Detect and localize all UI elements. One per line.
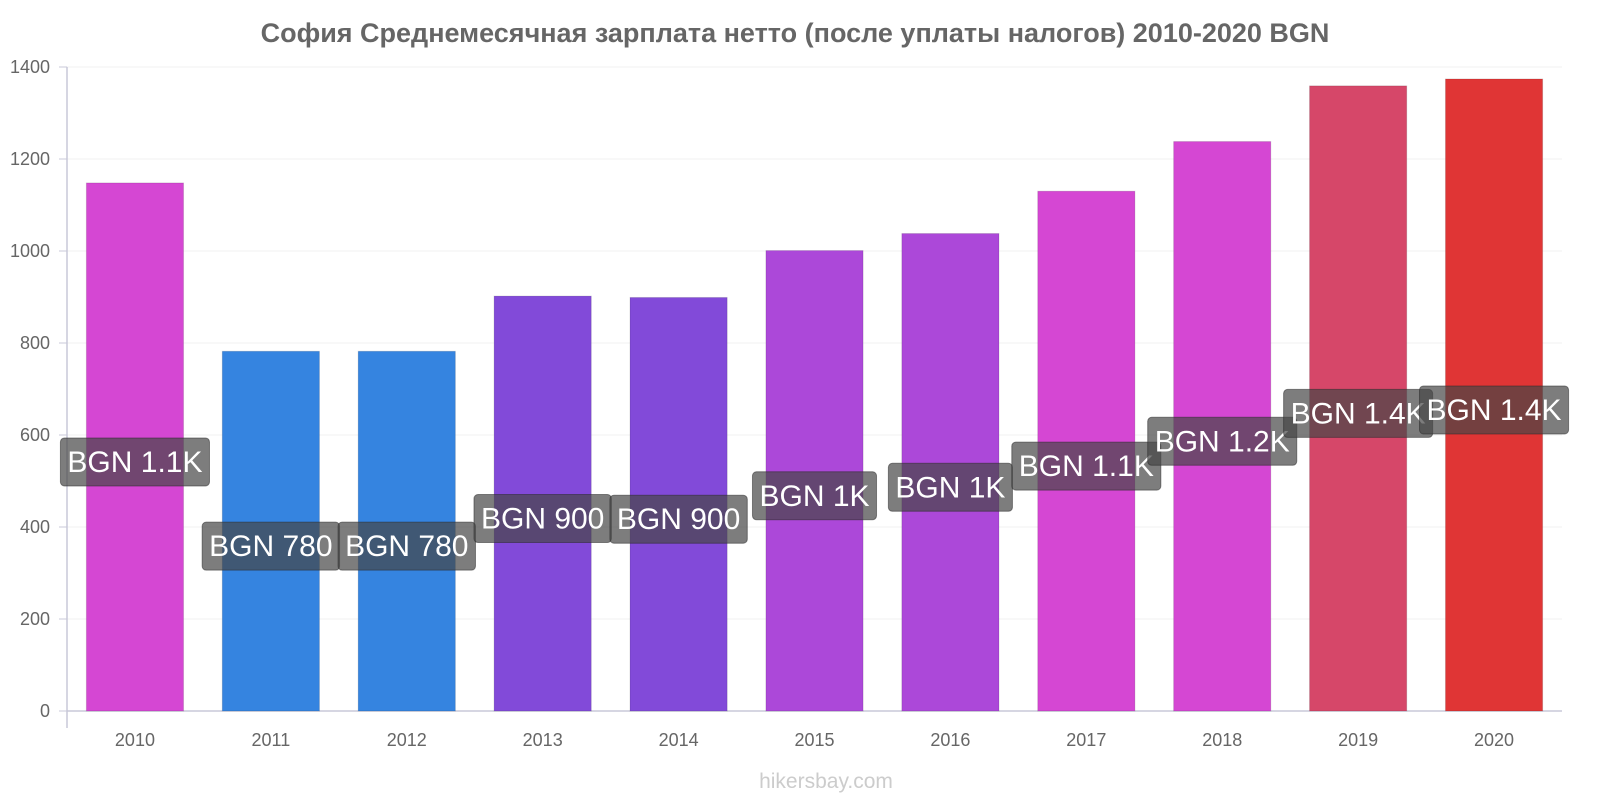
x-tick-label: 2010 — [115, 730, 155, 750]
data-label-2010: BGN 1.1K — [59, 437, 210, 487]
data-label-2019: BGN 1.4K — [1283, 388, 1434, 438]
data-label-text: BGN 780 — [345, 530, 468, 563]
data-label-text: BGN 1.4K — [1427, 394, 1562, 427]
data-label-text: BGN 1.1K — [67, 446, 202, 479]
x-tick-label: 2019 — [1338, 730, 1378, 750]
y-axis-tick-labels: 0 200 400 600 800 1000 1200 1400 — [10, 57, 50, 721]
y-tick-label: 800 — [20, 333, 50, 353]
data-label-text: BGN 1K — [759, 480, 869, 513]
y-tick-label: 200 — [20, 609, 50, 629]
data-label-bg — [1419, 385, 1570, 435]
x-tick-label: 2013 — [523, 730, 563, 750]
x-tick-label: 2015 — [794, 730, 834, 750]
data-label-2017: BGN 1.1K — [1011, 441, 1162, 491]
x-tick-label: 2012 — [387, 730, 427, 750]
x-axis-tick-labels: 2010 2011 2012 2013 2014 2015 2016 2017 2018 2019… — [115, 730, 1514, 750]
data-label-bg — [1147, 416, 1298, 466]
y-tick-label: 0 — [40, 701, 50, 721]
data-label-text: BGN 1.4K — [1291, 397, 1426, 430]
data-label-text: BGN 1.2K — [1155, 425, 1290, 458]
x-tick-label: 2016 — [930, 730, 970, 750]
x-tick-label: 2020 — [1474, 730, 1514, 750]
y-tick-label: 1200 — [10, 149, 50, 169]
data-label-2012: BGN 780 — [337, 521, 476, 571]
chart-title: София Среднемесячная зарплата нетто (пос… — [261, 18, 1330, 48]
data-label-bg — [1011, 441, 1162, 491]
data-label-2014: BGN 900 — [609, 494, 748, 544]
data-label-bg — [337, 521, 476, 571]
x-tick-label: 2014 — [659, 730, 699, 750]
data-label-2020: BGN 1.4K — [1419, 385, 1570, 435]
watermark: hikersbay.com — [759, 770, 893, 793]
y-tick-label: 1000 — [10, 241, 50, 261]
data-label-2018: BGN 1.2K — [1147, 416, 1298, 466]
data-label-text: BGN 1K — [895, 471, 1005, 504]
y-tick-label: 600 — [20, 425, 50, 445]
data-label-text: BGN 1.1K — [1019, 450, 1154, 483]
data-label-bg — [59, 437, 210, 487]
x-tick-label: 2017 — [1066, 730, 1106, 750]
data-label-2011: BGN 780 — [201, 521, 341, 571]
x-tick-label: 2011 — [252, 730, 291, 750]
y-tick-label: 400 — [20, 517, 50, 537]
data-label-text: BGN 900 — [481, 503, 604, 536]
data-label-bg — [751, 471, 878, 521]
x-tick-label: 2018 — [1202, 730, 1242, 750]
data-label-text: BGN 780 — [209, 530, 332, 563]
data-label-2015: BGN 1K — [751, 471, 878, 521]
data-label-bg — [609, 494, 748, 544]
y-tick-label: 1400 — [10, 57, 50, 77]
data-label-2013: BGN 900 — [473, 494, 612, 544]
data-labels: BGN 1.1K BGN 780 BGN 780 BGN 900 BGN 900 BGN … — [59, 385, 1570, 571]
data-label-2016: BGN 1K — [887, 462, 1013, 512]
data-label-text: BGN 900 — [617, 503, 740, 536]
